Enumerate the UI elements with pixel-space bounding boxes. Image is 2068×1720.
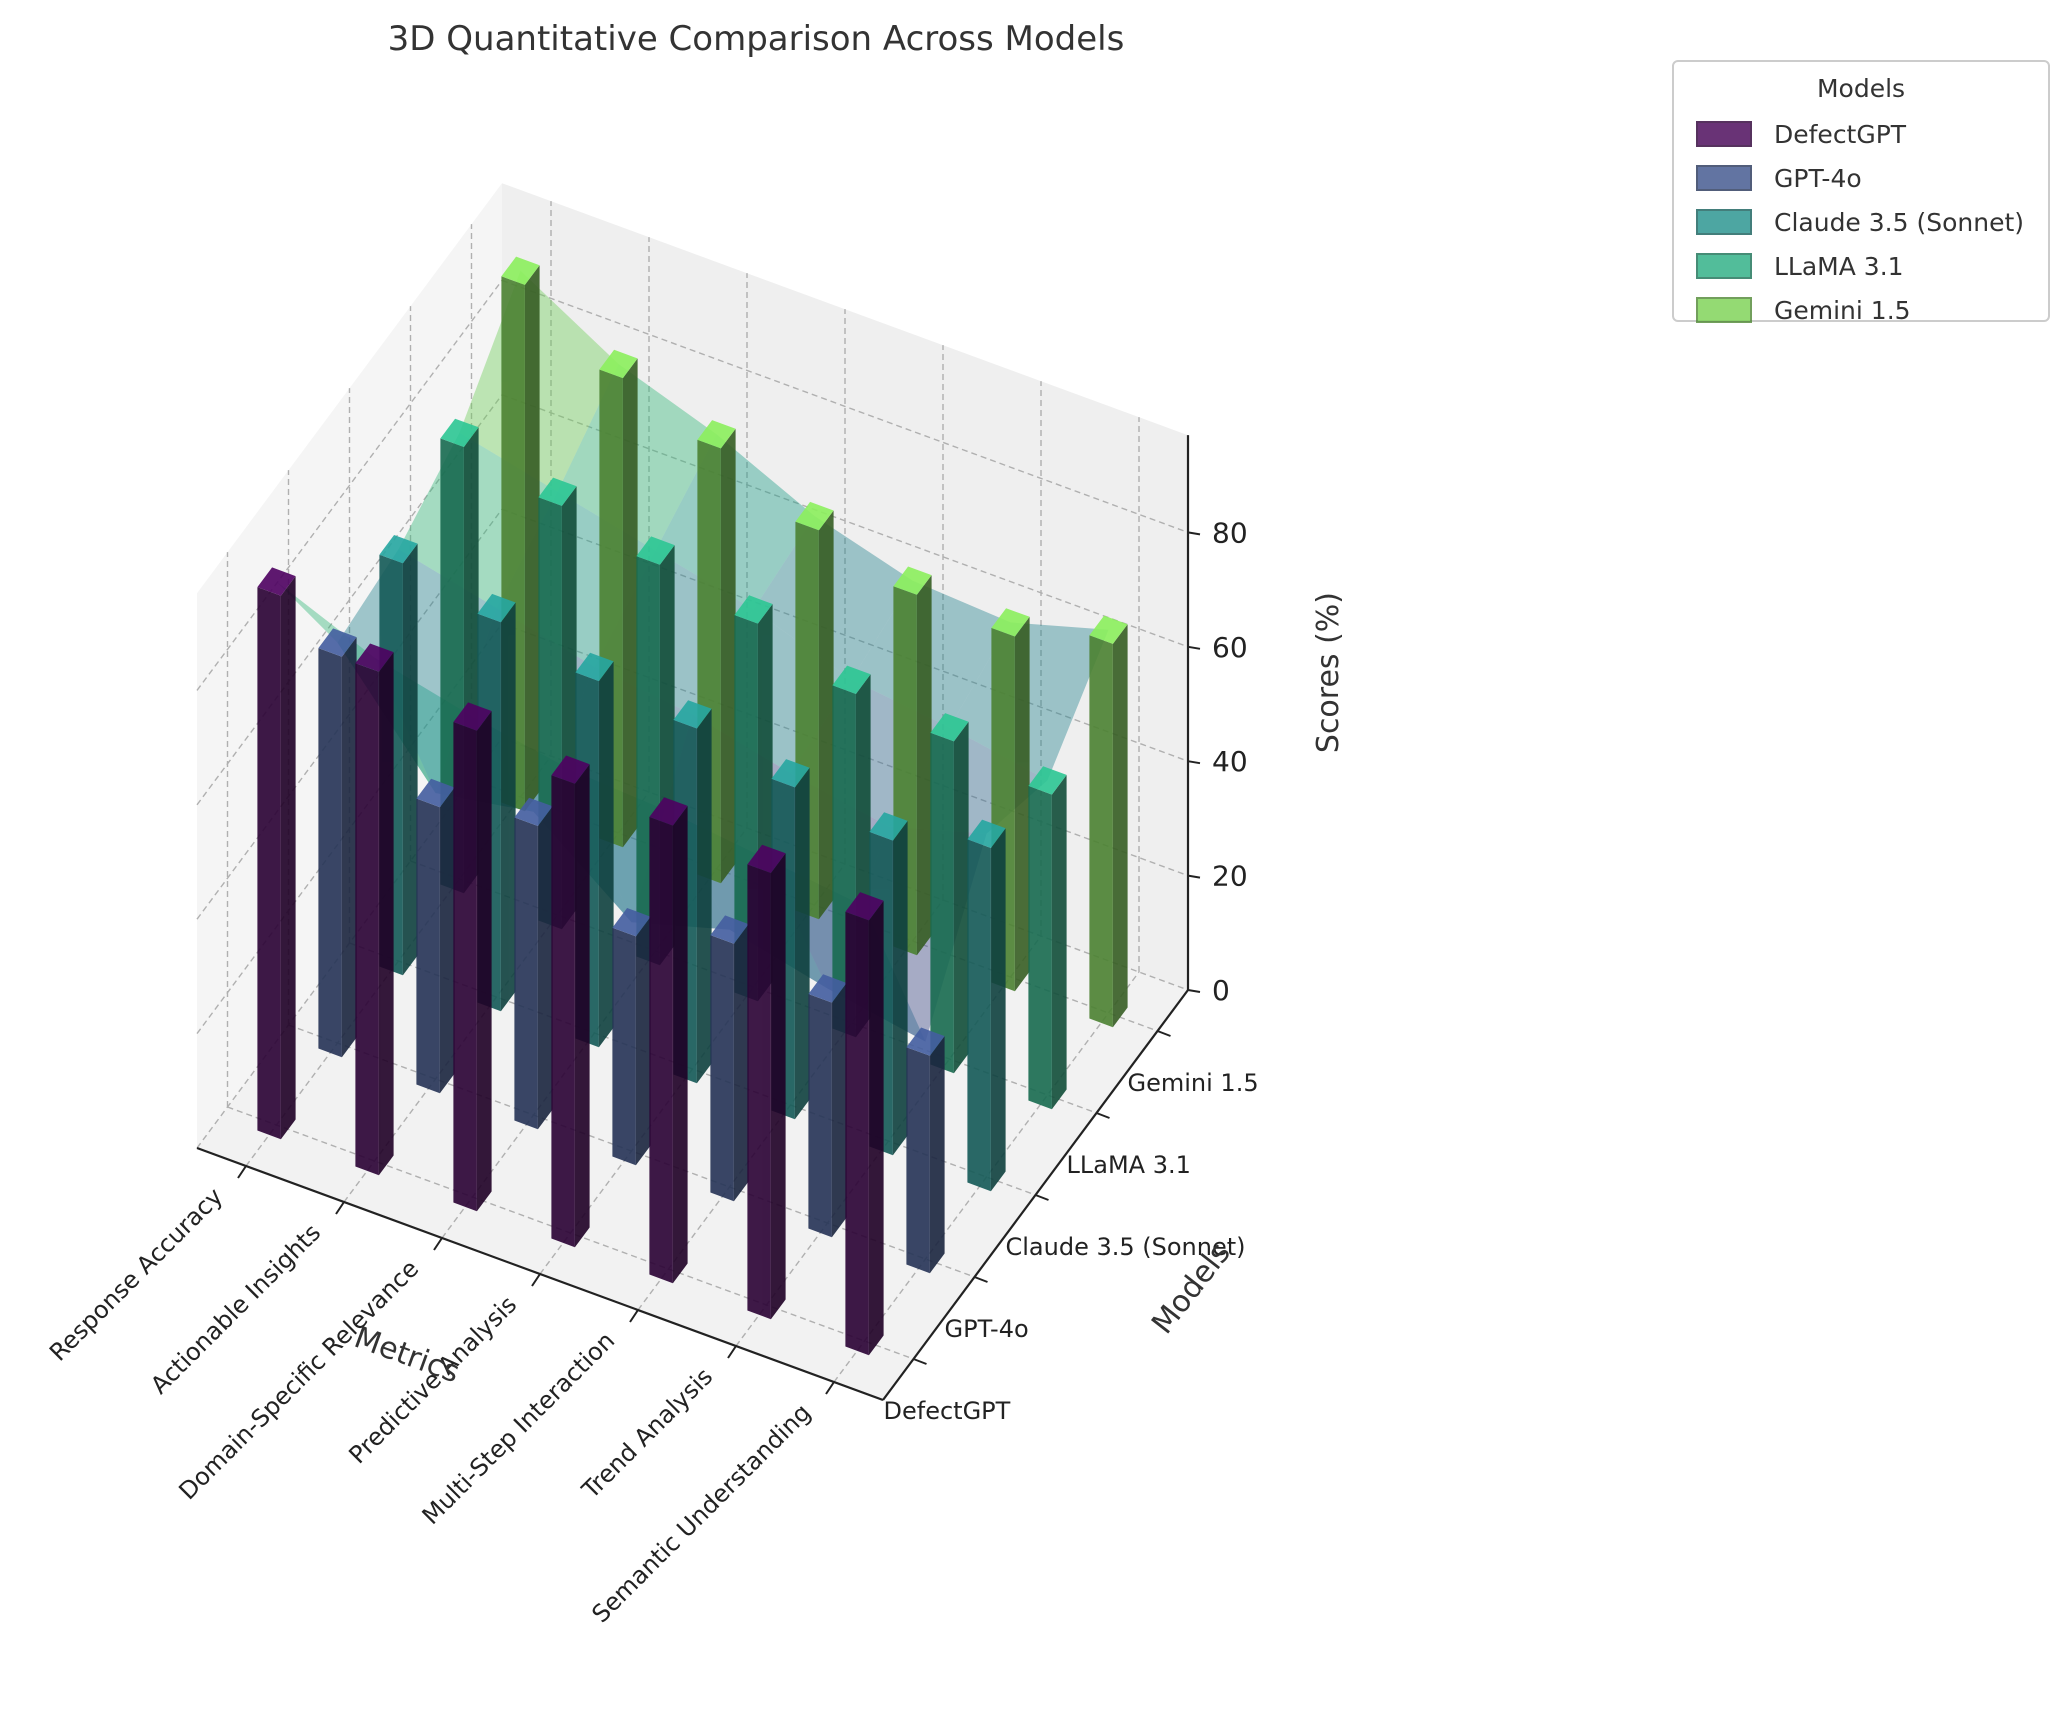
- bar-llama-3-1-semantic-understanding: [1028, 766, 1067, 1110]
- x-axis-label: Metrics: [350, 1320, 464, 1390]
- x-tick-mark: [335, 1201, 345, 1215]
- bar-gpt-4o-trend-analysis: [808, 974, 847, 1238]
- legend-swatch-gemini: [1696, 297, 1752, 323]
- y-tick-label: LLaMA 3.1: [1067, 1151, 1191, 1179]
- y-tick-label: DefectGPT: [884, 1397, 1011, 1425]
- z-tick-mark: [1187, 645, 1201, 650]
- legend-label-llama: LLaMA 3.1: [1774, 251, 1904, 281]
- x-tick-label: Domain-Specific Relevance: [173, 1254, 424, 1505]
- bar-gemini-1-5-semantic-understanding: [1089, 615, 1128, 1028]
- bar-defectgpt-actionable-insights: [355, 643, 394, 1176]
- x-tick-mark: [727, 1345, 737, 1359]
- bar-gpt-4o-semantic-understanding: [906, 1027, 945, 1274]
- bar-gpt-4o-response-accuracy: [318, 628, 357, 1058]
- legend-item-llama: LLaMA 3.1: [1696, 246, 1904, 286]
- y-tick-mark: [1035, 1194, 1049, 1201]
- bar-claude-3-5-sonnet-semantic-understanding: [967, 819, 1006, 1192]
- z-gridline: [501, 279, 1189, 534]
- z-tick-label: 40: [1212, 745, 1248, 778]
- bar-defectgpt-multi-step-interaction: [649, 797, 688, 1284]
- bar-defectgpt-trend-analysis: [747, 844, 786, 1320]
- chart-title: 3D Quantitative Comparison Across Models: [388, 19, 1125, 59]
- legend-item-claude: Claude 3.5 (Sonnet): [1696, 202, 2024, 242]
- legend-label-gpt-4o: GPT-4o: [1774, 163, 1862, 193]
- x-tick-label: Trend Analysis: [576, 1362, 718, 1504]
- bar-defectgpt-response-accuracy: [257, 567, 296, 1140]
- bar-defectgpt-semantic-understanding: [845, 892, 884, 1356]
- legend-title: Models: [1816, 74, 1906, 103]
- x-tick-mark: [825, 1381, 835, 1395]
- z-tick-label: 60: [1212, 631, 1248, 664]
- y-tick-mark: [1096, 1112, 1110, 1119]
- bar-defectgpt-predictive-analysis: [551, 755, 590, 1248]
- legend-item-gemini: Gemini 1.5: [1696, 290, 1911, 330]
- bar-gpt-4o-multi-step-interaction: [710, 915, 749, 1202]
- z-axis-label: Scores (%): [1311, 592, 1346, 753]
- legend-swatch-defectgpt: [1696, 121, 1752, 147]
- bar-defectgpt-domain-specific-relevance: [453, 702, 492, 1212]
- x-tick-mark: [237, 1165, 247, 1179]
- y-tick-label: GPT-4o: [945, 1315, 1029, 1343]
- legend-item-gpt-4o: GPT-4o: [1696, 158, 1862, 198]
- z-tick-mark: [1187, 760, 1201, 765]
- legend-swatch-llama: [1696, 253, 1752, 279]
- y-tick-mark: [913, 1358, 927, 1365]
- z-gridline: [196, 279, 503, 691]
- x-tick-mark: [629, 1309, 639, 1323]
- x-tick-label: Semantic Understanding: [586, 1398, 816, 1628]
- legend-item-defectgpt: DefectGPT: [1696, 114, 1906, 154]
- z-tick-label: 80: [1212, 516, 1248, 549]
- y-tick-mark: [1157, 1030, 1171, 1037]
- legend-label-claude: Claude 3.5 (Sonnet): [1774, 207, 2025, 237]
- y-tick-label: Claude 3.5 (Sonnet): [1006, 1233, 1246, 1261]
- legend-label-defectgpt: DefectGPT: [1774, 119, 1907, 149]
- bar-llama-3-1-trend-analysis: [930, 713, 969, 1074]
- legend-swatch-claude: [1696, 209, 1752, 235]
- y-tick-label: Gemini 1.5: [1128, 1069, 1259, 1097]
- legend: Models DefectGPT GPT-4o Claude 3.5 (Sonn…: [1672, 60, 2050, 325]
- z-tick-label: 20: [1212, 860, 1248, 893]
- z-tick-mark: [1187, 874, 1201, 879]
- x-tick-mark: [531, 1273, 541, 1287]
- chart-marks: [257, 256, 1128, 1356]
- z-tick-mark: [1187, 531, 1201, 536]
- z-tick-label: 0: [1212, 974, 1230, 1007]
- legend-label-gemini: Gemini 1.5: [1774, 295, 1911, 325]
- y-tick-mark: [974, 1276, 988, 1283]
- bar-gpt-4o-domain-specific-relevance: [514, 797, 553, 1130]
- bar-gpt-4o-predictive-analysis: [612, 908, 651, 1166]
- x-tick-mark: [433, 1237, 443, 1251]
- legend-swatch-gpt-4o: [1696, 165, 1752, 191]
- bar-gpt-4o-actionable-insights: [416, 778, 455, 1094]
- z-tick-mark: [1187, 989, 1201, 993]
